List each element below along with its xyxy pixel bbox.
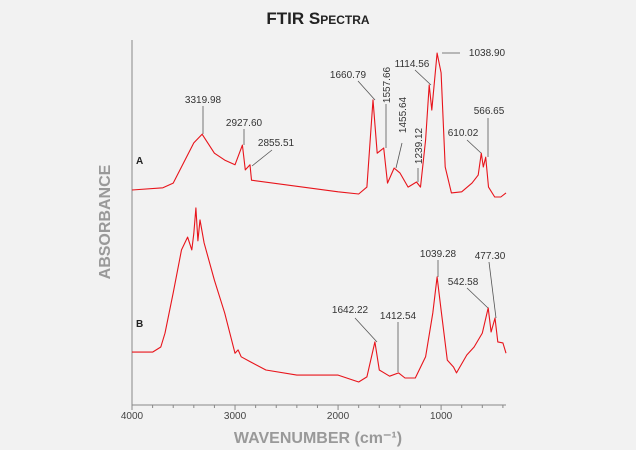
peak-label: 566.65 (474, 106, 505, 117)
x-tick-label: 1000 (430, 411, 453, 422)
peak-label: 542.58 (448, 277, 479, 288)
peak-label: 1412.54 (380, 311, 417, 322)
peak-label: 1239.12 (414, 127, 425, 164)
peak-leader-line (354, 317, 378, 343)
peak-label: 2927.60 (226, 118, 263, 129)
peak-label: 3319.98 (185, 95, 222, 106)
spectrum-a (131, 52, 507, 198)
series-label-a: A (136, 156, 143, 167)
peak-label: 1557.66 (382, 66, 393, 103)
peak-leader-line (466, 139, 482, 154)
x-tick-label: 2000 (327, 411, 350, 422)
spectrum-b (132, 207, 507, 383)
peak-label: 1660.79 (330, 70, 367, 81)
peak-leader-line (488, 261, 497, 319)
peak-label: 1038.90 (469, 48, 506, 59)
peak-leader-line (251, 149, 273, 167)
peak-leader-line (357, 80, 376, 101)
peak-label: 1455.64 (398, 96, 409, 133)
series-label-b: B (136, 319, 143, 330)
peak-leader-line (395, 142, 403, 169)
x-tick-label: 3000 (224, 411, 247, 422)
peak-label: 610.02 (448, 128, 479, 139)
y-axis-label: ABSORBANCE (97, 164, 114, 279)
peak-label: 1039.28 (420, 249, 457, 260)
peak-leader-line (414, 69, 432, 86)
peak-label: 1642.22 (332, 305, 369, 316)
peak-label: 2855.51 (258, 138, 295, 149)
x-axis-label: WAVENUMBER (cm⁻¹) (234, 430, 402, 447)
chart-title: FTIR Spectra (266, 9, 370, 28)
peak-label: 1114.56 (395, 59, 430, 70)
peak-leader-line (466, 287, 489, 309)
peak-label: 477.30 (475, 251, 506, 262)
x-tick-label: 4000 (121, 411, 144, 422)
